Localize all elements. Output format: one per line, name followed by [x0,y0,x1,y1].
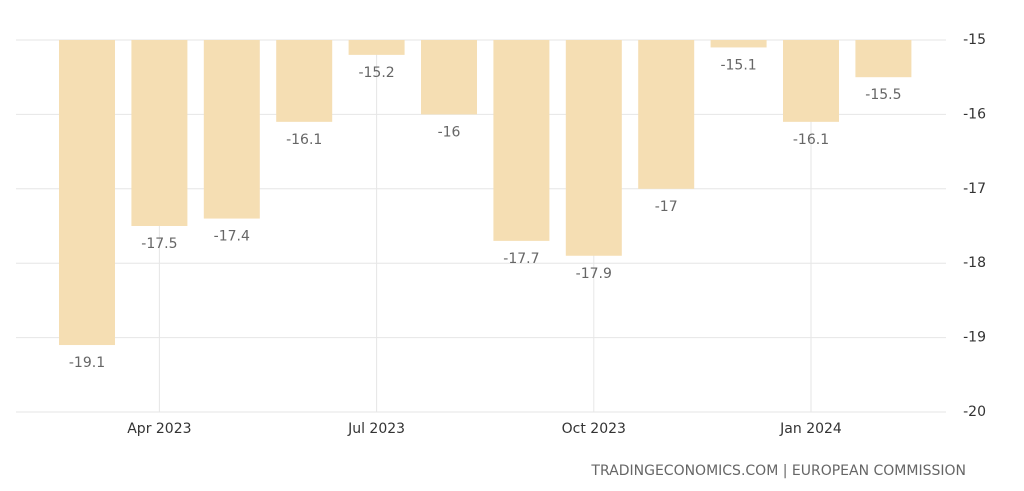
data-label: -15.1 [720,57,756,73]
data-label: -16 [438,124,461,140]
x-tick-label: Apr 2023 [127,421,191,437]
bar [493,40,550,241]
bar [59,40,115,346]
data-label: -17.4 [214,229,250,245]
data-label: -19.1 [69,355,105,371]
data-label: -17.5 [141,236,177,252]
y-tick-label: -18 [963,255,986,271]
data-label: -15.5 [865,87,901,103]
x-tick-label: Jul 2023 [347,421,405,437]
bar [421,40,477,115]
bar [565,40,622,256]
x-tick-label: Oct 2023 [562,421,626,437]
bar [348,40,405,55]
bar [276,40,333,122]
y-tick-label: -15 [963,32,986,48]
source: TRADINGECONOMICS.COM | EUROPEAN COMMISSI… [590,463,966,479]
data-label: -17 [655,199,678,215]
y-tick-label: -20 [963,404,986,420]
bar [710,40,767,48]
y-tick-label: -17 [963,181,986,197]
y-tick-label: -16 [963,106,986,122]
bar [131,40,188,226]
data-label: -17.9 [576,266,612,282]
bar [855,40,912,78]
data-label: -17.7 [503,251,539,267]
data-label: -16.1 [286,132,322,148]
bar [783,40,839,122]
bar [638,40,695,189]
data-label: -15.2 [358,65,394,81]
data-label: -16.1 [793,132,829,148]
bar [203,40,260,219]
y-tick-label: -19 [963,330,986,346]
x-tick-label: Jan 2024 [779,421,842,437]
